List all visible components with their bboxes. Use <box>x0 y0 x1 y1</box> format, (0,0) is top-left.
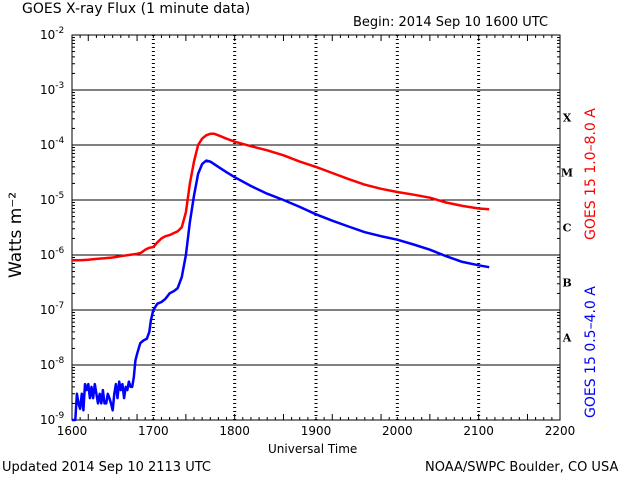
flare-class-label: X <box>563 112 572 125</box>
flare-class-label: A <box>562 332 572 345</box>
x-tick-label: 1700 <box>138 424 169 438</box>
y-axis-label: Watts m⁻² <box>6 191 26 278</box>
series-label-short: GOES 15 0.5–4.0 A <box>583 286 599 418</box>
y-tick-label: 10-3 <box>40 81 64 97</box>
y-tick-label: 10-6 <box>40 246 65 262</box>
y-tick-label: 10-2 <box>40 26 64 42</box>
series-line-long <box>72 132 490 262</box>
x-tick-label: 1600 <box>57 424 88 438</box>
flare-class-label: M <box>561 167 573 180</box>
x-tick-label: 2000 <box>382 424 413 438</box>
series-line-short <box>72 159 490 422</box>
chart-title: GOES X-ray Flux (1 minute data) <box>22 1 251 17</box>
y-tick-label: 10-8 <box>40 356 65 372</box>
y-tick-label: 10-4 <box>40 136 65 152</box>
series-label-long: GOES 15 1.0–8.0 A <box>583 108 599 240</box>
x-tick-label: 2100 <box>463 424 494 438</box>
x-axis-label: Universal Time <box>268 442 358 456</box>
x-tick-label: 1900 <box>301 424 332 438</box>
updated-time: Updated 2014 Sep 10 2113 UTC <box>2 460 211 475</box>
y-tick-label: 10-9 <box>40 411 65 427</box>
begin-time: Begin: 2014 Sep 10 1600 UTC <box>353 15 549 30</box>
y-tick-label: 10-7 <box>40 301 64 317</box>
flare-class-label: B <box>562 277 571 290</box>
x-tick-label: 1800 <box>219 424 250 438</box>
flare-class-label: C <box>563 222 572 235</box>
credit-text: NOAA/SWPC Boulder, CO USA <box>425 460 619 475</box>
x-tick-label: 2200 <box>545 424 576 438</box>
y-tick-label: 10-5 <box>40 191 64 207</box>
